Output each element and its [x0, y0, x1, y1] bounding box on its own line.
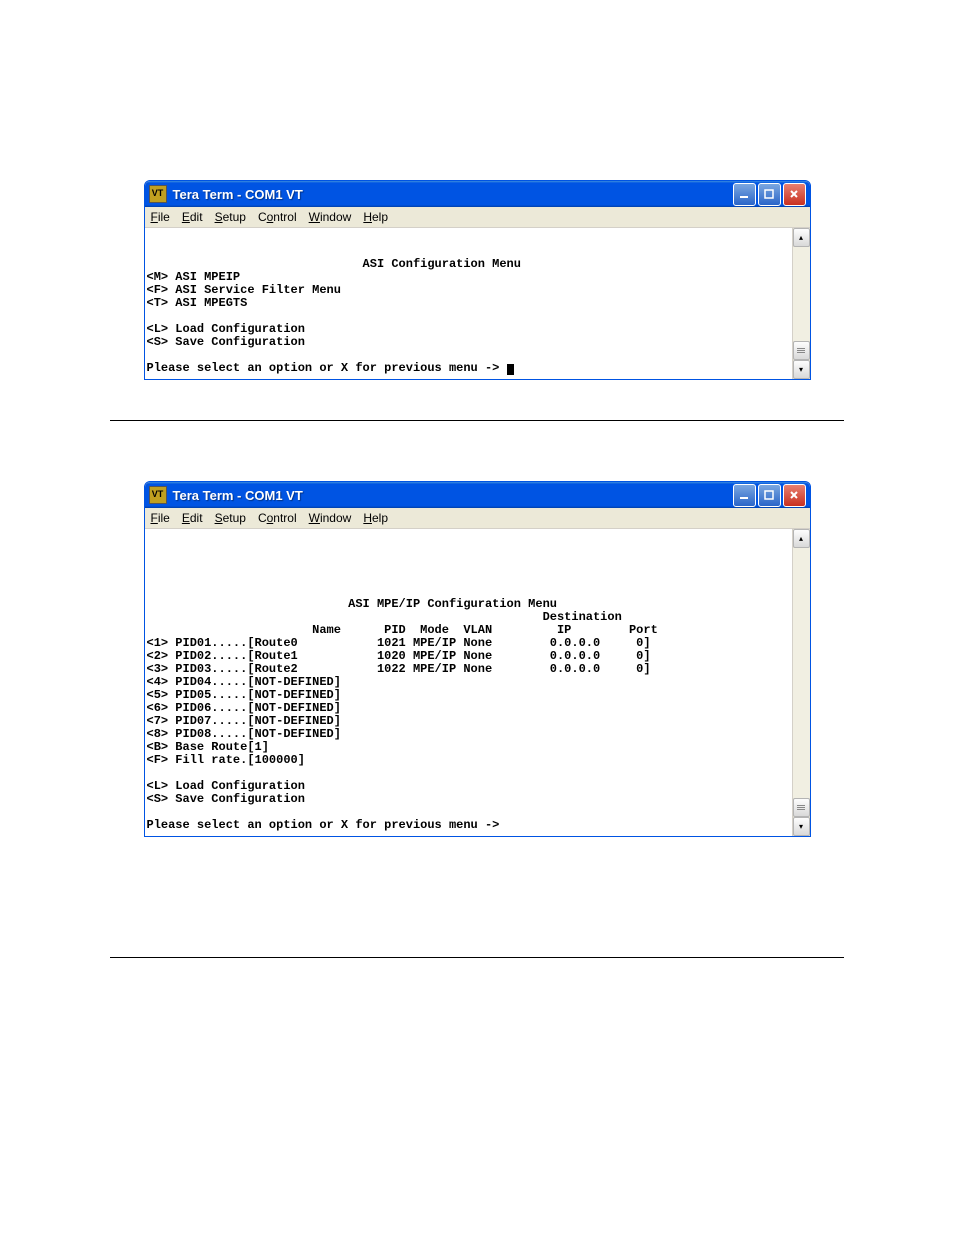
menu-file[interactable]: File: [151, 511, 170, 525]
menu-edit[interactable]: Edit: [182, 511, 203, 525]
cursor-icon: [507, 364, 514, 375]
menu-control[interactable]: Control: [258, 511, 297, 525]
window-title: Tera Term - COM1 VT: [173, 187, 733, 202]
menu-edit[interactable]: Edit: [182, 210, 203, 224]
divider: [110, 420, 844, 421]
titlebar[interactable]: VT Tera Term - COM1 VT: [145, 482, 810, 508]
scroll-up-button[interactable]: ▴: [793, 228, 810, 247]
menu-help[interactable]: Help: [363, 210, 388, 224]
terminal-output: ASI MPE/IP Configuration Menu Destinatio…: [145, 529, 792, 836]
minimize-button[interactable]: [733, 183, 756, 206]
client-area: ASI MPE/IP Configuration Menu Destinatio…: [145, 529, 810, 836]
client-area: ASI Configuration Menu <M> ASI MPEIP <F>…: [145, 228, 810, 379]
terminal-output: ASI Configuration Menu <M> ASI MPEIP <F>…: [145, 228, 792, 379]
menu-file[interactable]: File: [151, 210, 170, 224]
menu-control[interactable]: Control: [258, 210, 297, 224]
maximize-button[interactable]: [758, 484, 781, 507]
scroll-down-button[interactable]: ▾: [793, 360, 810, 379]
menu-help[interactable]: Help: [363, 511, 388, 525]
scroll-down-button[interactable]: ▾: [793, 817, 810, 836]
menu-setup[interactable]: Setup: [215, 210, 246, 224]
menu-window[interactable]: Window: [309, 511, 352, 525]
scrollbar[interactable]: ▴ ▾: [792, 228, 810, 379]
divider: [110, 957, 844, 958]
scroll-track[interactable]: [793, 247, 810, 341]
scrollbar[interactable]: ▴ ▾: [792, 529, 810, 836]
menubar: File Edit Setup Control Window Help: [145, 207, 810, 228]
app-icon: VT: [149, 486, 167, 504]
app-icon: VT: [149, 185, 167, 203]
scroll-up-button[interactable]: ▴: [793, 529, 810, 548]
close-button[interactable]: [783, 183, 806, 206]
close-button[interactable]: [783, 484, 806, 507]
scroll-track[interactable]: [793, 548, 810, 798]
window-title: Tera Term - COM1 VT: [173, 488, 733, 503]
titlebar[interactable]: VT Tera Term - COM1 VT: [145, 181, 810, 207]
teraterm-window-1: VT Tera Term - COM1 VT File Edit Setup C…: [144, 180, 811, 380]
scroll-grip-icon: [793, 341, 810, 360]
scroll-grip-icon: [793, 798, 810, 817]
menu-setup[interactable]: Setup: [215, 511, 246, 525]
menu-window[interactable]: Window: [309, 210, 352, 224]
teraterm-window-2: VT Tera Term - COM1 VT File Edit Setup C…: [144, 481, 811, 837]
maximize-button[interactable]: [758, 183, 781, 206]
minimize-button[interactable]: [733, 484, 756, 507]
menubar: File Edit Setup Control Window Help: [145, 508, 810, 529]
